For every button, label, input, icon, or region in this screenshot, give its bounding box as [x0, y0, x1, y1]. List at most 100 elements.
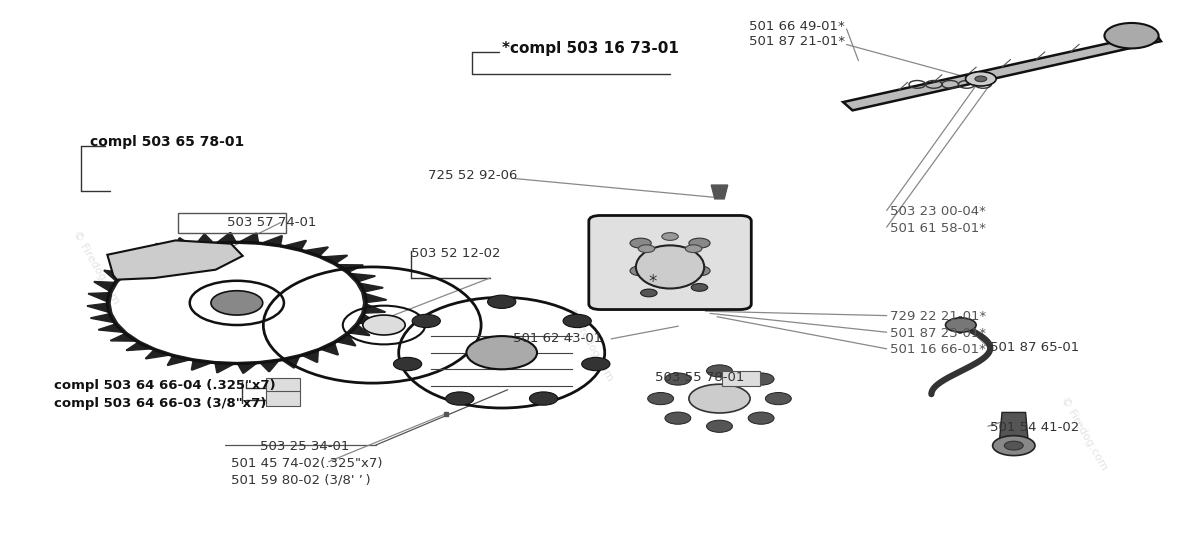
Text: © Firedog.com: © Firedog.com — [71, 229, 120, 305]
Circle shape — [707, 420, 733, 433]
Circle shape — [530, 392, 558, 405]
Text: compl 503 64 66-04 (.325"x7): compl 503 64 66-04 (.325"x7) — [54, 379, 276, 393]
Circle shape — [975, 76, 986, 82]
Circle shape — [466, 336, 537, 369]
Text: 503 25 34-01: 503 25 34-01 — [261, 440, 349, 453]
Circle shape — [689, 238, 710, 248]
Circle shape — [1104, 23, 1159, 48]
Text: 501 87 23-01*: 501 87 23-01* — [890, 327, 986, 340]
Circle shape — [563, 314, 591, 327]
Polygon shape — [191, 359, 215, 370]
Polygon shape — [334, 265, 363, 273]
Polygon shape — [111, 332, 139, 341]
Circle shape — [766, 393, 792, 405]
Polygon shape — [104, 270, 127, 282]
Text: © Firedog.com: © Firedog.com — [1060, 395, 1109, 471]
Circle shape — [691, 284, 708, 291]
Polygon shape — [280, 240, 307, 251]
Circle shape — [641, 289, 657, 297]
Polygon shape — [118, 260, 139, 273]
Polygon shape — [173, 238, 194, 251]
Polygon shape — [258, 359, 280, 371]
Text: 501 66 49-01*: 501 66 49-01* — [749, 20, 845, 33]
Circle shape — [582, 358, 610, 371]
Circle shape — [1004, 441, 1023, 450]
Text: compl 503 65 78-01: compl 503 65 78-01 — [90, 136, 244, 150]
Text: 501 87 21-01*: 501 87 21-01* — [749, 34, 845, 48]
Circle shape — [211, 291, 263, 315]
Circle shape — [748, 373, 774, 385]
Polygon shape — [194, 234, 215, 247]
Circle shape — [664, 412, 690, 424]
Polygon shape — [319, 255, 347, 265]
Circle shape — [630, 266, 651, 276]
Polygon shape — [88, 292, 112, 303]
Text: *: * — [648, 274, 656, 291]
Text: *compl 503 16 73-01: *compl 503 16 73-01 — [502, 41, 678, 56]
Polygon shape — [999, 413, 1028, 439]
Circle shape — [689, 384, 750, 413]
Ellipse shape — [636, 245, 704, 289]
FancyBboxPatch shape — [267, 391, 301, 406]
Polygon shape — [215, 233, 237, 244]
Circle shape — [965, 72, 996, 86]
FancyBboxPatch shape — [589, 216, 752, 310]
FancyBboxPatch shape — [722, 371, 760, 386]
Text: 501 87 65-01: 501 87 65-01 — [990, 341, 1080, 354]
Polygon shape — [98, 323, 127, 332]
Circle shape — [630, 238, 651, 248]
Polygon shape — [91, 313, 118, 323]
Text: 503 55 78-01: 503 55 78-01 — [655, 371, 745, 384]
Polygon shape — [126, 341, 156, 350]
Text: 501 16 66-01*: 501 16 66-01* — [890, 344, 986, 356]
Polygon shape — [237, 233, 258, 244]
Polygon shape — [156, 244, 173, 257]
Text: © Firedog.com: © Firedog.com — [565, 306, 615, 383]
Circle shape — [748, 412, 774, 424]
Circle shape — [638, 245, 655, 252]
Polygon shape — [237, 361, 258, 373]
Circle shape — [412, 314, 440, 327]
Text: 501 54 41-02: 501 54 41-02 — [990, 421, 1080, 434]
Polygon shape — [145, 349, 173, 359]
Text: compl 503 64 66-03 (3/8"x7): compl 503 64 66-03 (3/8"x7) — [54, 397, 267, 410]
Polygon shape — [356, 282, 384, 292]
Circle shape — [446, 392, 474, 405]
Circle shape — [686, 245, 702, 252]
Polygon shape — [712, 185, 728, 199]
Circle shape — [393, 358, 421, 371]
Polygon shape — [280, 355, 300, 368]
Polygon shape — [356, 313, 380, 324]
Polygon shape — [94, 281, 118, 292]
Circle shape — [487, 295, 516, 309]
Polygon shape — [362, 292, 386, 303]
Text: 729 22 21-01*: 729 22 21-01* — [890, 310, 986, 323]
Circle shape — [689, 266, 710, 276]
Text: 725 52 92-06: 725 52 92-06 — [427, 169, 517, 182]
Text: 503 52 12-02: 503 52 12-02 — [411, 247, 500, 260]
Text: 501 45 74-02(.325"x7): 501 45 74-02(.325"x7) — [231, 457, 382, 470]
Polygon shape — [319, 341, 339, 355]
Polygon shape — [300, 247, 328, 257]
Polygon shape — [362, 303, 385, 313]
Polygon shape — [334, 332, 356, 346]
Polygon shape — [347, 323, 369, 336]
Polygon shape — [843, 33, 1161, 111]
Circle shape — [664, 373, 690, 385]
Polygon shape — [107, 240, 243, 280]
Polygon shape — [87, 303, 112, 313]
Circle shape — [662, 232, 678, 240]
Polygon shape — [258, 236, 282, 247]
Polygon shape — [168, 355, 194, 365]
Circle shape — [707, 365, 733, 377]
Circle shape — [648, 393, 674, 405]
Text: 501 61 58-01*: 501 61 58-01* — [890, 222, 986, 235]
Circle shape — [362, 315, 405, 335]
Text: 501 59 80-02 (3/8' ’ ): 501 59 80-02 (3/8' ’ ) — [231, 473, 371, 486]
Circle shape — [660, 252, 681, 262]
Polygon shape — [136, 251, 156, 265]
Polygon shape — [347, 273, 375, 282]
Text: 503 23 00-04*: 503 23 00-04* — [890, 205, 986, 218]
FancyBboxPatch shape — [267, 378, 301, 393]
Text: 503 57 74-01: 503 57 74-01 — [228, 216, 316, 229]
